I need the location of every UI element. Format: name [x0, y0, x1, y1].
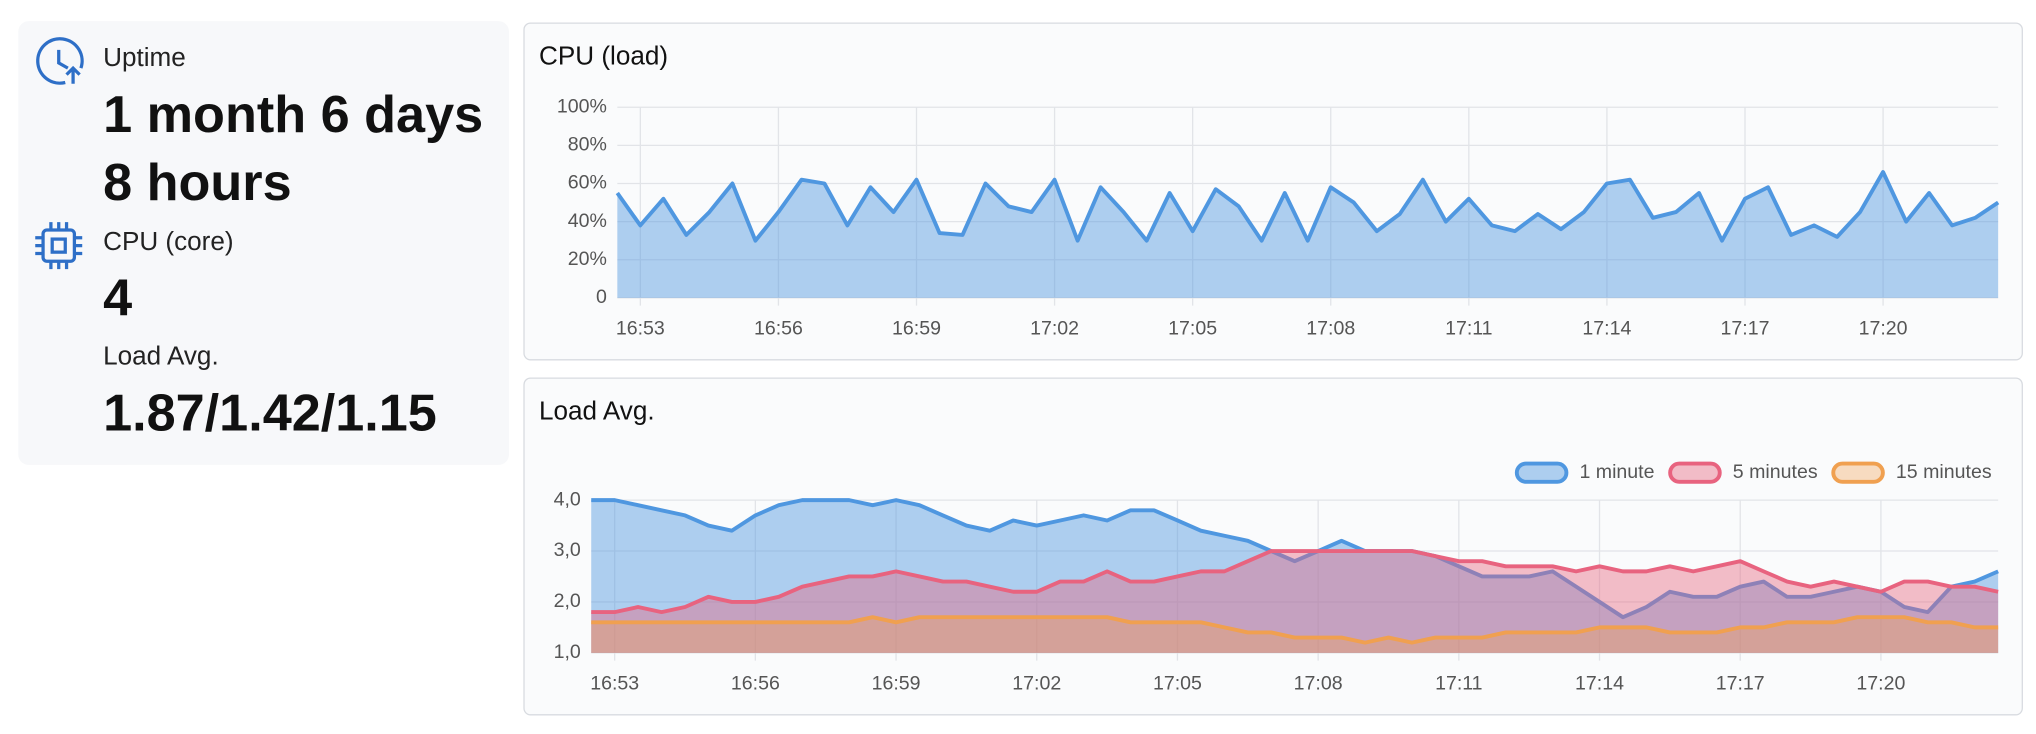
y-tick-label: 3,0 [554, 539, 581, 561]
x-tick-label: 17:05 [1168, 317, 1217, 339]
stat-value: 4 [103, 270, 132, 328]
x-tick-label: 17:05 [1153, 672, 1202, 694]
chart-title: CPU (load) [539, 41, 668, 71]
x-tick-label: 16:59 [892, 317, 941, 339]
x-tick-label: 17:17 [1716, 672, 1765, 694]
y-tick-label: 4,0 [554, 488, 581, 510]
series-line [591, 549, 1999, 615]
y-tick-label: 80% [568, 134, 607, 156]
x-tick-label: 17:02 [1030, 317, 1079, 339]
y-tick-label: 60% [568, 172, 607, 194]
stat-value: 1.87/1.42/1.15 [103, 384, 437, 442]
chart-title: Load Avg. [539, 396, 655, 426]
x-tick-label: 17:20 [1856, 672, 1905, 694]
y-tick-label: 1,0 [554, 641, 581, 663]
x-tick-label: 17:20 [1859, 317, 1908, 339]
y-tick-label: 2,0 [554, 590, 581, 612]
stat-value-box: 1 month 6 days 8 hours [103, 86, 484, 212]
legend-label: 15 minutes [1896, 461, 1992, 483]
area-fill [591, 617, 1999, 653]
series-line [591, 498, 1999, 620]
area-fill [591, 500, 1999, 653]
x-tick-label: 17:14 [1575, 672, 1624, 694]
y-tick-label: 40% [568, 210, 607, 232]
x-tick-label: 17:11 [1435, 672, 1483, 694]
x-tick-label: 16:59 [872, 672, 921, 694]
x-tick-label: 17:11 [1445, 317, 1493, 339]
legend-swatch [1668, 461, 1722, 484]
stat-label: CPU (core) [103, 226, 233, 256]
x-tick-label: 16:53 [590, 672, 639, 694]
legend-swatch [1514, 461, 1569, 484]
x-tick-label: 16:56 [731, 672, 780, 694]
legend-label: 1 minute [1579, 461, 1654, 483]
y-tick-label: 20% [568, 248, 607, 270]
stat-value: 1 month 6 days 8 hours [103, 86, 484, 212]
stats-card [18, 21, 510, 465]
y-tick-label: 0 [596, 286, 607, 308]
series-line [591, 615, 1999, 645]
series-line [615, 170, 2000, 243]
chart-card [523, 377, 2023, 716]
x-tick-label: 17:08 [1294, 672, 1343, 694]
chart-card [523, 22, 2023, 361]
x-tick-label: 16:56 [754, 317, 803, 339]
area-fill [617, 172, 1999, 298]
y-tick-label: 100% [557, 95, 607, 117]
clock-icon [36, 37, 84, 85]
stat-label: Load Avg. [103, 341, 219, 371]
x-tick-label: 17:14 [1582, 317, 1631, 339]
chip-icon [35, 222, 83, 270]
stat-label: Uptime [103, 42, 186, 72]
x-tick-label: 16:53 [616, 317, 665, 339]
x-tick-label: 17:17 [1721, 317, 1770, 339]
x-tick-label: 17:08 [1306, 317, 1355, 339]
legend-label: 5 minutes [1733, 461, 1818, 483]
legend-swatch [1831, 461, 1885, 484]
x-tick-label: 17:02 [1012, 672, 1061, 694]
